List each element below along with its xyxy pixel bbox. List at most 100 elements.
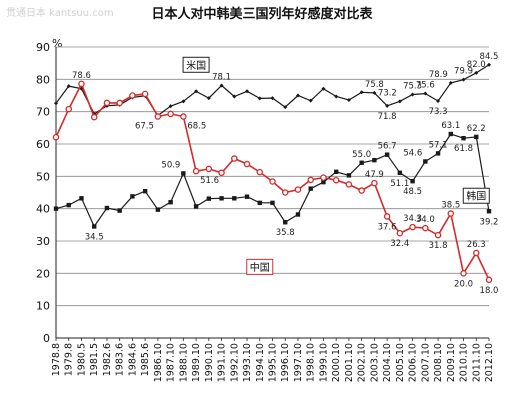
x-tick-label-18: 1996.10: [280, 343, 291, 382]
watermark: 贯通日本 kantsuu.com: [6, 6, 114, 19]
data-label-4: 34.5: [85, 232, 104, 242]
point-s0-24: [359, 90, 364, 95]
x-tick-label-32: 2010.10: [459, 343, 470, 382]
point-s0-16: [257, 96, 262, 101]
data-label-20: 47.9: [365, 170, 384, 180]
data-label-13: 73.3: [429, 107, 448, 117]
point-s2-17: [269, 178, 276, 185]
point-s2-23: [345, 181, 353, 188]
data-labels: 78.6 78.1 68.5 67.5 34.5 50.9 51.6 35.8 75.873.2…: [72, 52, 498, 296]
x-tick-label-15: 1993.10: [242, 343, 253, 382]
point-s2-11: [192, 167, 200, 175]
data-label-18: 55.0: [352, 150, 371, 160]
x-tick-label-27: 2005.10: [395, 343, 406, 382]
y-tick-label-1: 10: [36, 300, 50, 313]
grid: [56, 46, 489, 339]
point-s2-8: [154, 113, 162, 120]
data-label-5: 50.9: [161, 160, 180, 170]
point-s2-18: [281, 189, 289, 196]
point-s1-23: [346, 173, 352, 178]
point-s0-18: [283, 105, 288, 110]
chart-title: 日本人对中韩美三国列年好感度对比表: [151, 6, 373, 22]
x-tick-label-14: 1992.10: [229, 343, 240, 382]
data-label-22: 48.5: [403, 187, 422, 197]
x-tick-label-4: 1982.6: [102, 343, 113, 376]
y-ticks: 0 10 20 30 40 50 60 70 80 90: [36, 41, 50, 345]
data-label-11: 75.6: [416, 81, 435, 91]
data-label-14: 78.9: [429, 70, 448, 80]
point-s1-32: [461, 135, 466, 141]
point-s0-25: [372, 90, 377, 95]
point-s0-14: [232, 94, 237, 99]
data-label-0: 78.6: [72, 71, 91, 81]
point-s2-21: [320, 174, 327, 181]
data-label-7: 35.8: [276, 228, 295, 238]
point-s2-5: [116, 99, 123, 107]
point-s2-10: [180, 113, 187, 120]
point-s1-6: [130, 194, 135, 199]
point-s0-17: [270, 96, 275, 101]
data-label-9: 73.2: [378, 88, 397, 98]
point-s2-30: [434, 231, 442, 239]
series-layer: [52, 62, 493, 284]
legend-label-1: 韩国: [466, 190, 486, 203]
y-unit-label: %: [52, 37, 62, 50]
point-s1-0: [53, 206, 59, 211]
y-tick-label-7: 70: [36, 106, 50, 119]
x-tick-label-28: 2006.10: [408, 343, 419, 382]
data-label-1: 78.1: [212, 72, 231, 82]
point-s1-5: [117, 208, 122, 213]
legend-label-0: 米国: [186, 59, 206, 72]
point-s0-33: [474, 70, 479, 75]
point-s2-33: [473, 249, 480, 257]
y-tick-label-3: 30: [36, 235, 50, 248]
point-s2-13: [218, 169, 225, 177]
point-s0-20: [308, 98, 313, 103]
x-tick-label-11: 1989.10: [191, 343, 202, 382]
x-tick-label-7: 1985.6: [140, 343, 151, 376]
point-s1-27: [397, 170, 403, 175]
point-s1-25: [372, 157, 377, 163]
x-tick-label-22: 2000.10: [331, 343, 342, 382]
x-tick-label-2: 1980.5: [76, 343, 87, 376]
point-s0-21: [321, 86, 326, 91]
point-s1-15: [244, 194, 250, 199]
point-s2-0: [52, 133, 60, 141]
point-s1-11: [193, 204, 199, 209]
data-label-29: 37.6: [378, 222, 397, 232]
point-s1-29: [423, 159, 428, 164]
point-s2-28: [409, 223, 416, 231]
data-label-2: 68.5: [187, 122, 206, 132]
point-s2-15: [243, 160, 251, 168]
legend-label-2: 中国: [250, 261, 270, 274]
point-s1-33: [474, 134, 479, 140]
point-s2-26: [383, 213, 391, 220]
point-s0-9: [168, 104, 173, 109]
point-s1-8: [155, 207, 161, 212]
point-s1-4: [104, 205, 110, 211]
point-s1-10: [181, 171, 186, 176]
point-s0-26: [385, 103, 390, 108]
point-s1-26: [384, 152, 390, 157]
data-label-8: 75.8: [365, 80, 384, 90]
x-tick-label-23: 2001.10: [344, 343, 355, 382]
point-s0-13: [219, 83, 224, 88]
y-tick-label-6: 60: [36, 138, 50, 151]
point-s2-6: [129, 92, 136, 99]
x-tick-label-8: 1986.10: [153, 343, 164, 382]
data-label-25: 63.1: [441, 121, 460, 131]
point-s1-3: [92, 224, 97, 229]
point-s1-18: [283, 220, 288, 225]
axes: [55, 47, 490, 341]
point-s1-14: [232, 196, 237, 201]
point-s2-3: [90, 113, 98, 121]
point-s2-34: [485, 276, 493, 284]
x-tick-label-31: 2009.10: [446, 343, 457, 382]
point-s2-19: [294, 186, 302, 193]
data-label-17: 84.5: [480, 52, 499, 62]
point-s1-9: [168, 200, 173, 205]
point-s0-10: [181, 99, 186, 104]
legend-box-1: [462, 187, 490, 204]
point-s0-19: [295, 93, 300, 98]
